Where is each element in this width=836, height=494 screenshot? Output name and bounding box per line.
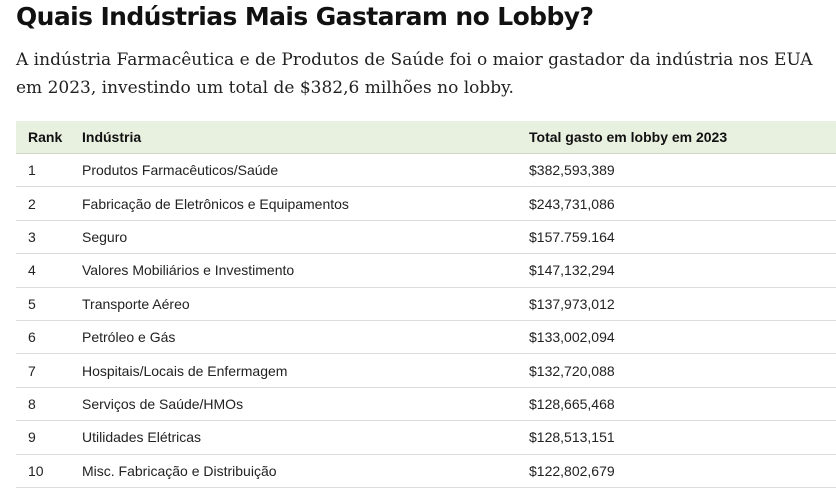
rank-cell: 6 <box>28 329 36 346</box>
total-cell: $137,973,012 <box>529 295 615 312</box>
industry-cell: Serviços de Saúde/HMOs <box>82 395 244 412</box>
table-row: 4 Valores Mobiliários e Investimento $147,… <box>16 254 836 288</box>
table-row: 8 Serviços de Saúde/HMOs $128,665,468 <box>16 388 836 422</box>
rank-cell: 7 <box>28 362 36 379</box>
rank-cell: 8 <box>28 395 36 412</box>
total-cell: $382,593,389 <box>529 162 615 179</box>
total-cell: $243,731,086 <box>529 195 615 212</box>
rank-cell: 4 <box>28 262 36 279</box>
rank-cell: 3 <box>28 228 36 245</box>
table-row: 10 Misc. Fabricação e Distribuição $122,80… <box>16 455 836 488</box>
total-cell: $157.759.164 <box>529 228 615 245</box>
total-cell: $132,720,088 <box>529 362 615 379</box>
table-row: 1 Produtos Farmacêuticos/Saúde $382,593,38… <box>16 154 836 188</box>
total-cell: $147,132,294 <box>529 262 615 279</box>
table-row: 9 Utilidades Elétricas $128,513,151 <box>16 421 836 455</box>
rank-cell: 5 <box>28 295 36 312</box>
rank-cell: 1 <box>28 162 36 179</box>
page-subtitle: A indústria Farmacêutica e de Produtos d… <box>16 50 813 98</box>
industry-cell: Produtos Farmacêuticos/Saúde <box>82 162 279 179</box>
industry-cell: Utilidades Elétricas <box>82 429 202 446</box>
total-cell: $122,802,679 <box>529 462 615 479</box>
table-row: 3 Seguro $157.759.164 <box>16 221 836 255</box>
rank-cell: 9 <box>28 429 36 446</box>
table-body: 1 Produtos Farmacêuticos/Saúde $382,593,38… <box>16 154 836 488</box>
lobby-spending-table: Rank Indústria Total gasto em lobby em 2… <box>16 121 836 488</box>
table-row: 6 Petróleo e Gás $133,002,094 <box>16 321 836 355</box>
rank-cell: 2 <box>28 195 36 212</box>
total-cell: $128,665,468 <box>529 395 615 412</box>
industry-cell: Misc. Fabricação e Distribuição <box>82 462 277 479</box>
industry-cell: Valores Mobiliários e Investimento <box>82 262 295 279</box>
rank-cell: 10 <box>28 462 44 479</box>
column-header-rank: Rank <box>28 129 63 145</box>
industry-cell: Hospitais/Locais de Enfermagem <box>82 362 288 379</box>
total-cell: $133,002,094 <box>529 329 615 346</box>
column-header-total: Total gasto em lobby em 2023 <box>529 129 728 145</box>
table-row: 5 Transporte Aéreo $137,973,012 <box>16 288 836 321</box>
table-row: 7 Hospitais/Locais de Enfermagem $132,720,… <box>16 354 836 388</box>
industry-cell: Fabricação de Eletrônicos e Equipamentos <box>82 195 349 212</box>
industry-cell: Seguro <box>82 228 128 245</box>
industry-cell: Petróleo e Gás <box>82 329 176 346</box>
column-header-industry: Indústria <box>82 129 142 145</box>
table-row: 2 Fabricação de Eletrônicos e Equipamento… <box>16 187 836 221</box>
table-header-row: Rank Indústria Total gasto em lobby em 2… <box>16 121 836 154</box>
industry-cell: Transporte Aéreo <box>82 295 190 312</box>
page-title: Quais Indústrias Mais Gastaram no Lobby? <box>16 2 594 31</box>
total-cell: $128,513,151 <box>529 429 615 446</box>
